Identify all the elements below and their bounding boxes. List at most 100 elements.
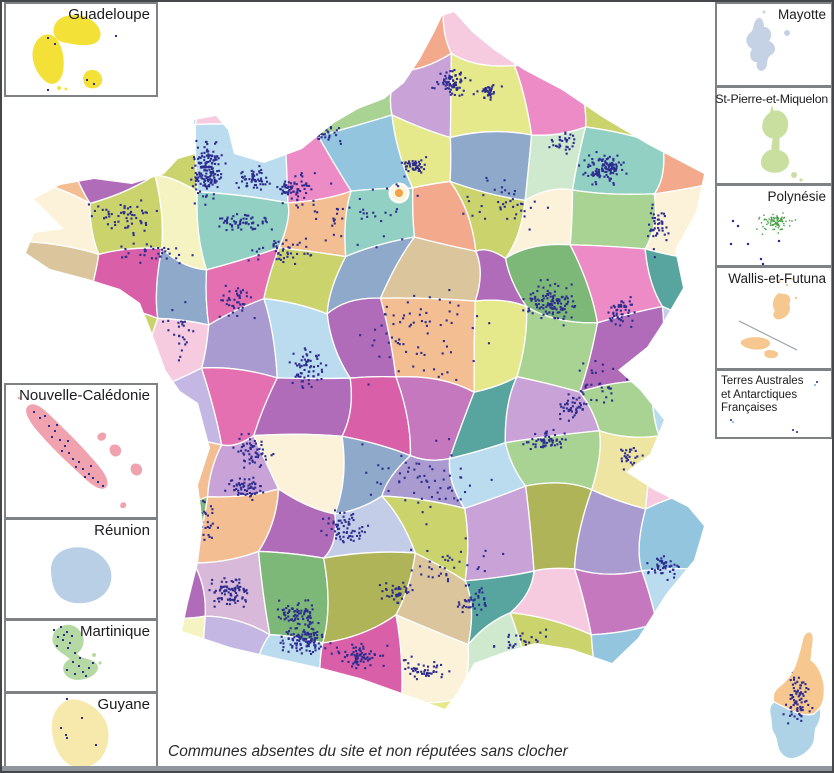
commune-dot: [324, 124, 327, 127]
commune-dot: [311, 608, 314, 611]
commune-dot: [612, 304, 615, 307]
commune-dot: [563, 432, 566, 435]
department-cell: [194, 64, 286, 130]
commune-dot: [448, 310, 451, 313]
commune-dot: [614, 323, 617, 326]
commune-dot: [205, 187, 208, 190]
commune-dot: [307, 374, 310, 377]
commune-dot: [313, 172, 316, 175]
commune-dot: [661, 227, 664, 230]
commune-dot: [242, 452, 245, 455]
commune-dot: [425, 674, 428, 677]
commune-dot: [316, 378, 319, 381]
commune-dot: [305, 245, 308, 248]
commune-dot: [122, 212, 125, 215]
commune-dot: [798, 698, 801, 701]
commune-dot: [307, 599, 310, 602]
commune-dot: [550, 300, 553, 303]
commune-dot: [261, 222, 264, 225]
commune-dot: [445, 345, 448, 348]
commune-dot: [483, 598, 486, 601]
commune-dot: [418, 169, 421, 172]
commune-dot: [536, 640, 539, 643]
commune-dot: [367, 383, 370, 386]
commune-dot: [365, 212, 368, 215]
commune-dot: [599, 382, 602, 385]
commune-dot: [236, 594, 239, 597]
commune-dot: [613, 306, 616, 309]
commune-dot: [247, 214, 250, 217]
commune-dot: [406, 165, 409, 168]
commune-dot: [660, 557, 663, 560]
commune-dot: [300, 174, 303, 177]
commune-dot: [673, 572, 676, 575]
commune-dot: [228, 483, 231, 486]
commune-dot: [345, 531, 348, 534]
commune-dot: [441, 673, 444, 676]
commune-dot: [320, 127, 323, 130]
commune-dot: [775, 221, 777, 223]
commune-dot: [588, 154, 591, 157]
commune-dot: [433, 87, 436, 90]
commune-dot: [414, 160, 417, 163]
commune-dot: [296, 610, 299, 613]
commune-dot: [399, 593, 402, 596]
commune-dot: [260, 172, 263, 175]
commune-dot: [241, 175, 244, 178]
commune-dot: [579, 406, 582, 409]
commune-dot: [265, 176, 268, 179]
commune-dot: [117, 215, 120, 218]
commune-dot: [615, 168, 618, 171]
commune-dot: [369, 493, 372, 496]
commune-dot: [564, 148, 567, 151]
commune-dot: [464, 537, 467, 540]
commune-dot: [610, 166, 613, 169]
commune-dot: [123, 205, 126, 208]
commune-dot: [164, 250, 167, 253]
commune-dot: [241, 170, 244, 173]
commune-dot: [634, 449, 637, 452]
commune-dot: [287, 605, 290, 608]
commune-dot: [542, 304, 545, 307]
commune-dot: [431, 86, 434, 89]
commune-dot: [304, 640, 307, 643]
commune-dot: [241, 303, 244, 306]
commune-dot: [789, 714, 792, 717]
commune-dot: [407, 666, 410, 669]
commune-dot: [327, 138, 330, 141]
commune-dot: [242, 588, 245, 591]
commune-dot: [142, 212, 145, 215]
commune-dot: [398, 592, 401, 595]
commune-dot: [225, 229, 228, 232]
commune-dot: [254, 486, 257, 489]
commune-dot: [789, 679, 792, 682]
commune-dot: [308, 131, 311, 134]
commune-dot: [220, 173, 223, 176]
commune-dot: [126, 220, 129, 223]
commune-dot: [333, 131, 336, 134]
commune-dot: [238, 294, 241, 297]
commune-dot: [452, 83, 455, 86]
commune-dot: [342, 535, 345, 538]
commune-dot: [338, 652, 341, 655]
inset-label-taaf: Terres Australes et Antarctiques Françai…: [721, 375, 804, 415]
commune-dot: [465, 606, 468, 609]
commune-dot: [471, 605, 474, 608]
commune-dot: [253, 440, 256, 443]
commune-dot: [424, 321, 427, 324]
department-cell: [255, 669, 334, 709]
commune-dot: [300, 180, 303, 183]
commune-dot: [805, 699, 808, 702]
commune-dot: [653, 220, 656, 223]
commune-dot: [141, 209, 144, 212]
commune-dot: [199, 190, 202, 193]
commune-dot: [449, 90, 452, 93]
commune-dot: [281, 202, 284, 205]
commune-dot: [296, 373, 299, 376]
department-cell: [637, 674, 704, 709]
commune-dot: [225, 581, 228, 584]
commune-dot: [567, 300, 570, 303]
commune-dot: [425, 311, 428, 314]
commune-dot: [203, 146, 206, 149]
